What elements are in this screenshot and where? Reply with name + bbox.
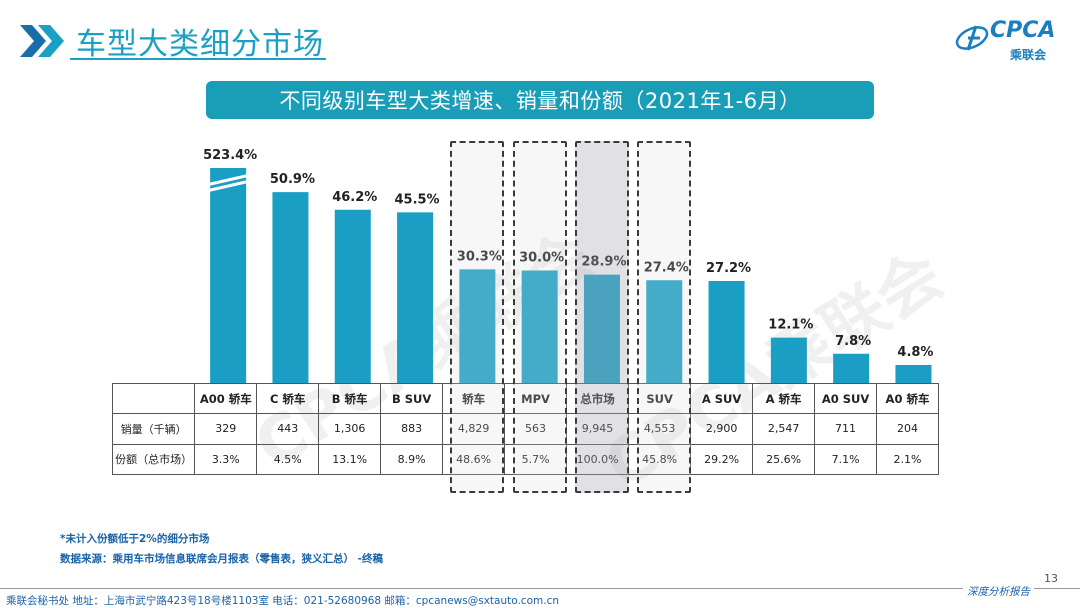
bar <box>334 209 371 383</box>
cpca-logo-mark-icon <box>955 25 989 51</box>
table-cell: 329 <box>194 413 258 445</box>
table-cell: 8.9% <box>380 443 444 476</box>
chart-title-banner: 不同级别车型大类增速、销量和份额（2021年1-6月） <box>206 81 874 119</box>
title-underline <box>70 58 326 60</box>
highlight-box <box>637 141 692 493</box>
bar-chart: 523.4% 50.9% 46.2% 45.5% 30.3% 30.0% 28.9% 27.4… <box>203 148 933 383</box>
data-label: 28.9% <box>581 255 626 270</box>
data-label: 30.0% <box>519 251 564 266</box>
data-label: 45.5% <box>394 192 439 207</box>
highlight-box <box>450 141 505 493</box>
bar <box>210 168 247 383</box>
highlight-box <box>512 141 567 493</box>
bar <box>708 281 745 383</box>
logo-text: CPCA <box>990 18 1056 43</box>
data-label: 27.4% <box>644 260 689 275</box>
report-tag: 深度分析报告 <box>963 584 1034 599</box>
table-cell: 2,900 <box>690 413 754 445</box>
category-label: A0 SUV <box>814 382 878 415</box>
table-cell: 711 <box>814 413 878 445</box>
bar <box>397 212 434 383</box>
bar <box>770 337 807 383</box>
table-row-label: 份额（总市场） <box>111 443 196 476</box>
data-label: 12.1% <box>768 318 813 333</box>
footnote-source: 数据来源：乘用车市场信息联席会月报表（零售表，狭义汇总） -终稿 <box>60 553 384 565</box>
category-label: A0 轿车 <box>876 382 939 415</box>
cpca-logo: CPCA 乘联会 <box>954 18 1058 62</box>
bar <box>459 269 496 383</box>
category-label: C 轿车 <box>256 382 320 415</box>
data-label: 46.2% <box>332 190 377 205</box>
footer-contact: 乘联会秘书处 地址：上海市武宁路423号18号楼1103室 电话：021-526… <box>6 595 560 607</box>
page-title: 车型大类细分市场 <box>76 27 324 62</box>
footer-divider <box>0 588 1080 589</box>
data-label: 50.9% <box>270 172 315 187</box>
bar <box>521 270 558 383</box>
table-cell: 2.1% <box>876 443 939 476</box>
table-cell: 48.6% <box>442 443 506 476</box>
table-corner-cell <box>111 382 196 415</box>
data-label: 7.8% <box>835 334 871 349</box>
category-label: A SUV <box>690 382 754 415</box>
data-label: 30.3% <box>457 249 502 264</box>
axis-break-mark <box>205 173 251 187</box>
page-number: 13 <box>1044 572 1058 585</box>
category-label: B SUV <box>380 382 444 415</box>
axis-break-mark <box>205 179 251 193</box>
table-cell: 13.1% <box>318 443 382 476</box>
table-cell: 7.1% <box>814 443 878 476</box>
data-label: 27.2% <box>706 261 751 276</box>
table-cell: 3.3% <box>194 443 258 476</box>
table-cell: 25.6% <box>752 443 816 476</box>
table-cell: 2,547 <box>752 413 816 445</box>
category-label: A00 轿车 <box>194 382 258 415</box>
category-label: B 轿车 <box>318 382 382 415</box>
category-label: 轿车 <box>442 382 506 415</box>
table-cell: 883 <box>380 413 444 445</box>
bar <box>895 365 932 383</box>
footnote-share: *未计入份额低于2%的细分市场 <box>60 533 210 545</box>
double-chevron-icon <box>18 21 70 61</box>
data-label: 523.4% <box>203 148 257 163</box>
bar <box>272 192 309 383</box>
bar <box>583 274 620 383</box>
table-row-label: 销量（千辆） <box>111 413 196 445</box>
category-label: A 轿车 <box>752 382 816 415</box>
slide-header: 车型大类细分市场 <box>18 16 718 66</box>
data-label: 4.8% <box>897 345 933 360</box>
table-cell: 1,306 <box>318 413 382 445</box>
table-cell: 204 <box>876 413 939 445</box>
bar <box>833 353 870 383</box>
table-cell: 4.5% <box>256 443 320 476</box>
table-cell: 29.2% <box>690 443 754 476</box>
table-cell: 443 <box>256 413 320 445</box>
logo-subtext: 乘联会 <box>1010 48 1047 62</box>
bar <box>646 280 683 383</box>
highlight-box <box>574 141 629 493</box>
